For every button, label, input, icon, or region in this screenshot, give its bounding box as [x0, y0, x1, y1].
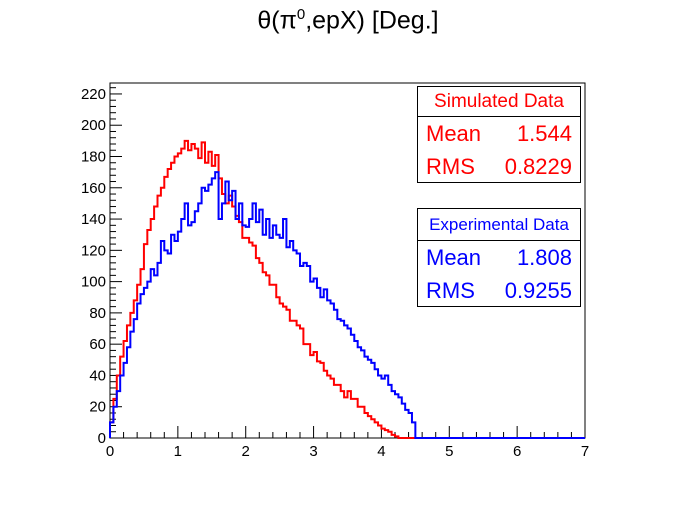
y-tick-label: 60: [89, 336, 106, 353]
experimental-rms-value: 0.9255: [504, 278, 572, 303]
x-tick-label: 7: [581, 443, 589, 460]
x-tick-label: 5: [445, 443, 453, 460]
experimental-mean-row: Mean 1.808: [418, 241, 580, 274]
experimental-rms-label: RMS: [426, 278, 475, 303]
simulated-rms-value: 0.8229: [504, 154, 572, 179]
x-tick-label: 2: [242, 443, 250, 460]
experimental-histogram-line: [109, 171, 585, 439]
y-tick-label: 200: [81, 117, 106, 134]
y-tick-label: 120: [81, 242, 106, 259]
x-tick-label: 3: [309, 443, 317, 460]
simulated-rms-label: RMS: [426, 154, 475, 179]
y-tick-label: 180: [81, 149, 106, 166]
simulated-stats-box: Simulated Data Mean 1.544 RMS 0.8229: [417, 86, 581, 183]
y-tick-label: 80: [89, 305, 106, 322]
y-tick-label: 140: [81, 211, 106, 228]
simulated-mean-value: 1.544: [516, 121, 572, 146]
y-tick-label: 20: [89, 399, 106, 416]
plot-frame: [109, 82, 586, 439]
y-tick-label: 220: [81, 86, 106, 103]
experimental-mean-value: 1.808: [516, 245, 572, 270]
y-tick-label: 40: [89, 367, 106, 384]
chart-title: θ(π0,epX) [Deg.]: [0, 6, 696, 35]
experimental-rms-row: RMS 0.9255: [418, 274, 580, 307]
y-tick-label: 100: [81, 274, 106, 291]
x-tick-label: 1: [174, 443, 182, 460]
chart-title-suffix: ,epX) [Deg.]: [305, 6, 439, 35]
experimental-mean-label: Mean: [426, 245, 482, 270]
y-tick-label: 160: [81, 180, 106, 197]
simulated-rms-row: RMS 0.8229: [418, 150, 580, 183]
chart-title-prefix: θ(π: [257, 6, 297, 35]
simulated-mean-row: Mean 1.544: [418, 117, 580, 150]
x-tick-label: 0: [106, 443, 114, 460]
simulated-mean-label: Mean: [426, 121, 482, 146]
chart-title-superscript: 0: [296, 6, 306, 23]
y-tick-label: 0: [98, 430, 106, 447]
experimental-stats-header: Experimental Data: [418, 209, 580, 241]
experimental-stats-box: Experimental Data Mean 1.808 RMS 0.9255: [417, 208, 581, 307]
x-tick-label: 6: [513, 443, 521, 460]
x-tick-label: 4: [377, 443, 385, 460]
simulated-stats-header: Simulated Data: [418, 87, 580, 117]
